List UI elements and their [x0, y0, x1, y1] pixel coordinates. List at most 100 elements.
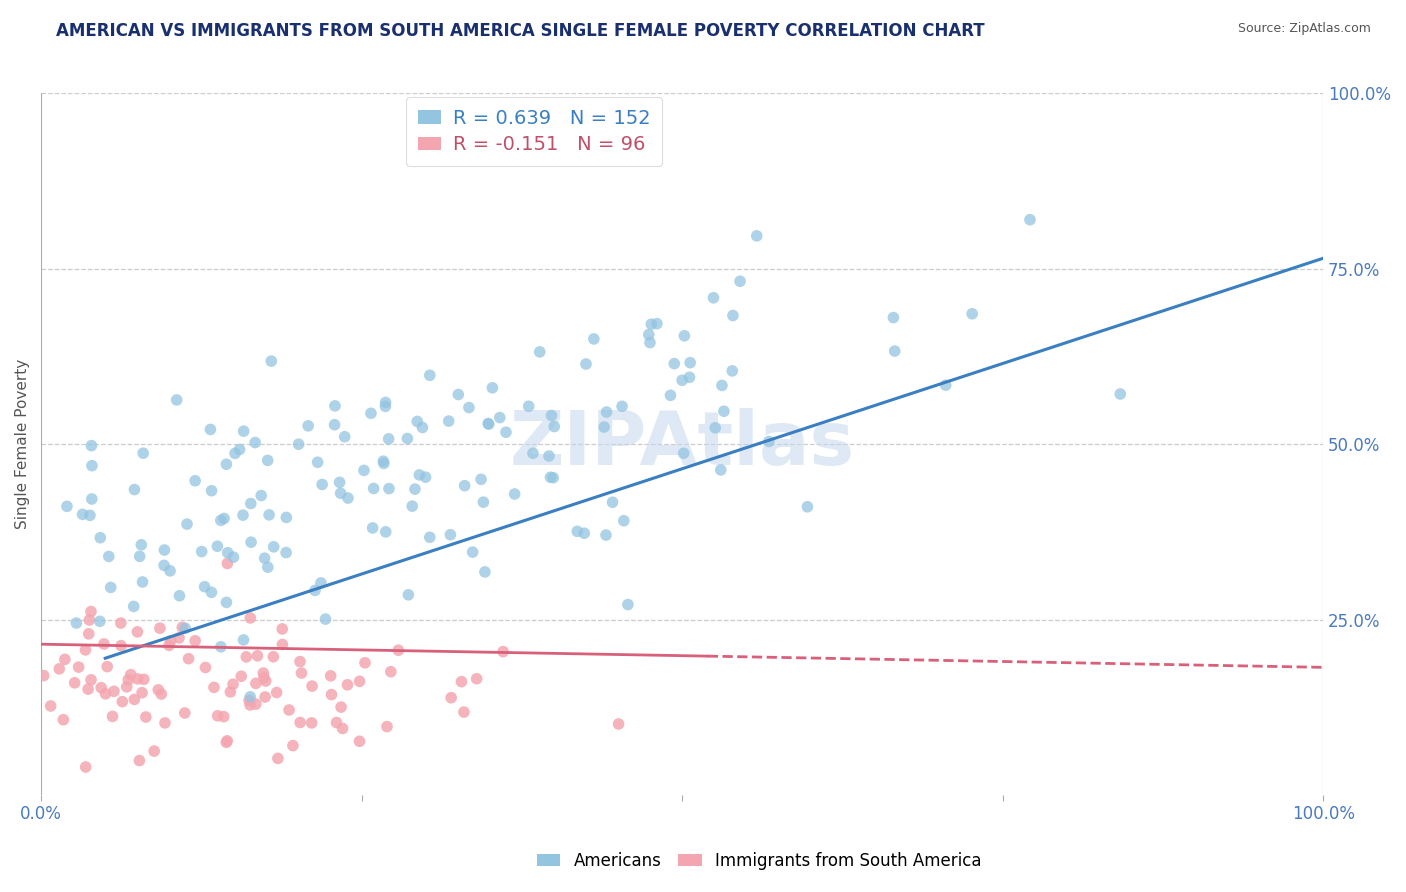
- Point: [235, 649, 257, 664]
- Point: [80, 605, 103, 619]
- Point: [215, 457, 238, 471]
- Point: [664, 357, 686, 371]
- Point: [219, 685, 242, 699]
- Point: [143, 744, 166, 758]
- Point: [250, 489, 273, 503]
- Point: [202, 681, 225, 695]
- Point: [194, 660, 217, 674]
- Point: [349, 734, 371, 748]
- Point: [253, 551, 276, 566]
- Point: [166, 392, 188, 407]
- Point: [77, 627, 100, 641]
- Point: [115, 680, 138, 694]
- Point: [593, 420, 616, 434]
- Point: [882, 310, 904, 325]
- Point: [672, 446, 695, 460]
- Point: [232, 632, 254, 647]
- Point: [321, 688, 343, 702]
- Point: [713, 404, 735, 418]
- Point: [97, 549, 120, 564]
- Point: [267, 751, 290, 765]
- Point: [184, 474, 207, 488]
- Point: [110, 616, 132, 631]
- Point: [645, 317, 668, 331]
- Point: [354, 656, 377, 670]
- Point: [75, 643, 97, 657]
- Point: [595, 405, 617, 419]
- Point: [93, 637, 115, 651]
- Point: [960, 307, 983, 321]
- Point: [56, 500, 79, 514]
- Point: [336, 678, 359, 692]
- Point: [271, 637, 294, 651]
- Point: [103, 684, 125, 698]
- Point: [228, 442, 250, 457]
- Point: [332, 722, 354, 736]
- Point: [254, 673, 277, 688]
- Point: [517, 399, 540, 413]
- Point: [80, 673, 103, 687]
- Point: [212, 511, 235, 525]
- Point: [602, 495, 624, 509]
- Point: [207, 708, 229, 723]
- Point: [408, 467, 430, 482]
- Point: [271, 622, 294, 636]
- Point: [406, 414, 429, 428]
- Point: [307, 455, 329, 469]
- Point: [252, 666, 274, 681]
- Point: [122, 599, 145, 614]
- Point: [595, 528, 617, 542]
- Point: [148, 682, 170, 697]
- Point: [450, 674, 472, 689]
- Point: [373, 454, 395, 468]
- Point: [240, 535, 263, 549]
- Point: [488, 410, 510, 425]
- Point: [325, 715, 347, 730]
- Point: [174, 621, 197, 635]
- Point: [128, 549, 150, 564]
- Point: [574, 526, 596, 541]
- Point: [396, 588, 419, 602]
- Point: [353, 463, 375, 477]
- Point: [100, 581, 122, 595]
- Point: [419, 368, 441, 383]
- Point: [637, 327, 659, 342]
- Point: [232, 424, 254, 438]
- Point: [301, 679, 323, 693]
- Point: [404, 482, 426, 496]
- Point: [157, 639, 180, 653]
- Point: [377, 432, 399, 446]
- Point: [638, 335, 661, 350]
- Point: [222, 677, 245, 691]
- Point: [212, 709, 235, 723]
- Point: [374, 400, 396, 414]
- Point: [239, 690, 262, 704]
- Point: [287, 437, 309, 451]
- Point: [39, 698, 62, 713]
- Point: [173, 706, 195, 720]
- Point: [159, 564, 181, 578]
- Point: [671, 373, 693, 387]
- Point: [238, 693, 260, 707]
- Point: [458, 401, 481, 415]
- Point: [543, 419, 565, 434]
- Point: [217, 734, 239, 748]
- Point: [111, 695, 134, 709]
- Point: [361, 521, 384, 535]
- Point: [474, 565, 496, 579]
- Point: [263, 540, 285, 554]
- Point: [610, 399, 633, 413]
- Point: [131, 686, 153, 700]
- Point: [176, 517, 198, 532]
- Point: [96, 659, 118, 673]
- Point: [704, 421, 727, 435]
- Point: [481, 381, 503, 395]
- Point: [80, 458, 103, 473]
- Point: [374, 395, 396, 409]
- Point: [200, 585, 222, 599]
- Point: [266, 685, 288, 699]
- Point: [53, 652, 76, 666]
- Point: [72, 508, 94, 522]
- Point: [311, 477, 333, 491]
- Point: [679, 356, 702, 370]
